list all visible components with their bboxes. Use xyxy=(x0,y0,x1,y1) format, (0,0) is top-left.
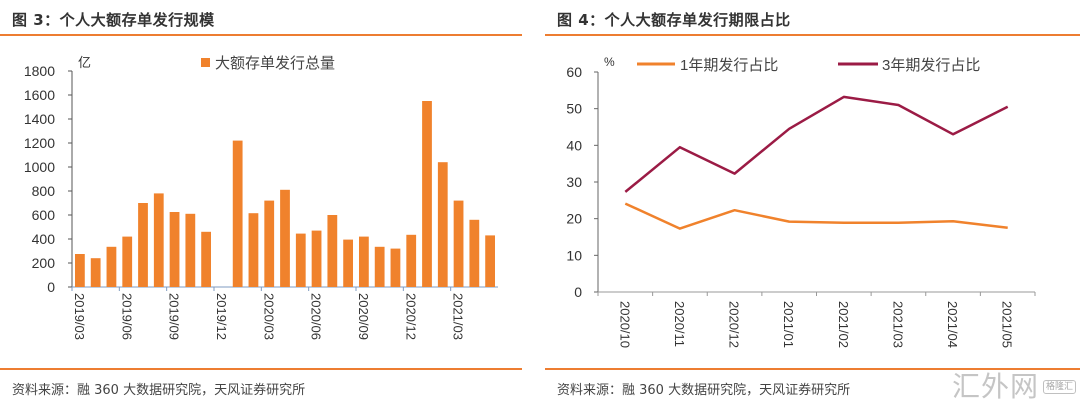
x-tick-label: 2021/04 xyxy=(945,301,960,348)
x-tick-label: 2021/03 xyxy=(890,301,905,348)
source-divider xyxy=(545,368,1080,370)
bar-2021/05 xyxy=(485,235,496,287)
bar-2019/06 xyxy=(122,236,133,287)
y-tick-label: 600 xyxy=(32,207,56,223)
x-tick-label: 2019/12 xyxy=(214,293,229,340)
bar-2020/10 xyxy=(374,246,385,287)
x-tick-label: 2020/09 xyxy=(356,293,371,340)
figure-3-title: 图 3：个人大额存单发行规模 xyxy=(12,11,215,29)
y-tick-label: 1800 xyxy=(24,63,55,79)
y-axis-unit: 亿 xyxy=(78,55,91,70)
y-tick-label: 30 xyxy=(566,174,582,190)
y-tick-label: 0 xyxy=(47,279,55,295)
legend-label-1yr: 1年期发行占比 xyxy=(680,57,778,74)
x-tick-label: 2020/12 xyxy=(403,293,418,340)
title-divider xyxy=(545,34,1080,36)
bar-2020/04 xyxy=(280,189,290,287)
line-chart: 0 10 20 30 40 50 60% 2020/10 2020/11 2020/12 2021/… xyxy=(566,55,1036,348)
bar-2019/11 xyxy=(201,231,212,287)
bar-2019/08 xyxy=(153,193,164,287)
y-tick-label: 1000 xyxy=(24,159,55,175)
x-tick-label: 2020/06 xyxy=(309,293,324,340)
bar-2019/07 xyxy=(138,203,148,287)
x-tick-label: 2021/01 xyxy=(781,301,796,348)
y-tick-label: 1400 xyxy=(24,111,55,127)
bar-2019/03 xyxy=(74,254,85,287)
bar-2020/09 xyxy=(358,236,369,287)
legend-label: 大额存单发行总量 xyxy=(215,55,335,72)
y-tick-label: 200 xyxy=(32,255,56,271)
x-tick-label: 2019/03 xyxy=(72,293,87,340)
series-line-1yr xyxy=(624,202,1008,230)
x-tick-label: 2021/05 xyxy=(1000,301,1015,348)
x-tick-label: 2020/03 xyxy=(261,293,276,340)
x-tick-label: 2020/10 xyxy=(617,301,632,348)
legend-swatch xyxy=(201,58,210,67)
x-tick-label: 2020/12 xyxy=(727,301,742,348)
y-tick-label: 800 xyxy=(32,183,56,199)
bar-chart: 0 200 400 600 800 1000 1200 1400 1600 1800 亿 2019/0… xyxy=(24,55,498,340)
x-tick-label: 2020/11 xyxy=(672,301,687,347)
bar-2020/06 xyxy=(311,230,322,287)
series-line-3yr xyxy=(624,95,1009,193)
figure-3-source: 资料来源：融 360 大数据研究院，天风证券研究所 xyxy=(12,383,306,398)
bar-2021/02 xyxy=(437,162,448,287)
bar-2020/08 xyxy=(343,239,354,287)
watermark: 汇外网 xyxy=(952,370,1040,403)
title-divider xyxy=(0,34,522,36)
bar-2019/05 xyxy=(106,246,117,287)
y-tick-label: 20 xyxy=(566,211,582,227)
y-tick-label: 10 xyxy=(566,247,582,263)
y-tick-label: 1200 xyxy=(24,135,55,151)
bar-2020/07 xyxy=(327,215,338,287)
x-tick-label: 2021/03 xyxy=(451,293,466,340)
x-tick-label: 2019/06 xyxy=(119,293,134,340)
y-tick-label: 1600 xyxy=(24,87,55,103)
x-tick-label: 2021/02 xyxy=(836,301,851,348)
y-axis-unit: % xyxy=(604,55,615,69)
y-tick-label: 60 xyxy=(566,64,582,80)
y-tick-label: 40 xyxy=(566,137,582,153)
figure-4-title: 图 4：个人大额存单发行期限占比 xyxy=(557,11,791,29)
y-tick-label: 400 xyxy=(32,231,56,247)
figure-4-source: 资料来源：融 360 大数据研究院，天风证券研究所 xyxy=(557,383,851,398)
bar-2020/12 xyxy=(406,234,417,287)
bar-2020/03 xyxy=(264,200,275,287)
bar-2021/01 xyxy=(422,101,432,287)
bar-2019/09 xyxy=(169,212,180,287)
bar-2021/04 xyxy=(469,219,480,287)
bar-2020/01 xyxy=(232,140,243,287)
bar-2019/10 xyxy=(185,213,196,287)
source-divider xyxy=(0,368,522,370)
bar-2019/04 xyxy=(90,258,101,287)
figure-4-panel: 图 4：个人大额存单发行期限占比 0 10 20 30 40 50 60% 2020/10 20… xyxy=(545,0,1080,408)
bar-2020/02 xyxy=(248,213,259,287)
figure-3-panel: 图 3：个人大额存单发行规模 0 200 400 600 800 1000 1200 1400… xyxy=(0,0,530,408)
y-tick-label: 50 xyxy=(566,101,582,117)
watermark-badge: 格隆汇 xyxy=(1043,380,1077,394)
bar-2021/03 xyxy=(453,200,464,287)
y-tick-label: 0 xyxy=(574,284,582,300)
x-tick-label: 2019/09 xyxy=(167,293,182,340)
legend-label-3yr: 3年期发行占比 xyxy=(882,57,980,74)
bar-2020/11 xyxy=(390,248,401,287)
bar-2020/05 xyxy=(295,233,306,287)
